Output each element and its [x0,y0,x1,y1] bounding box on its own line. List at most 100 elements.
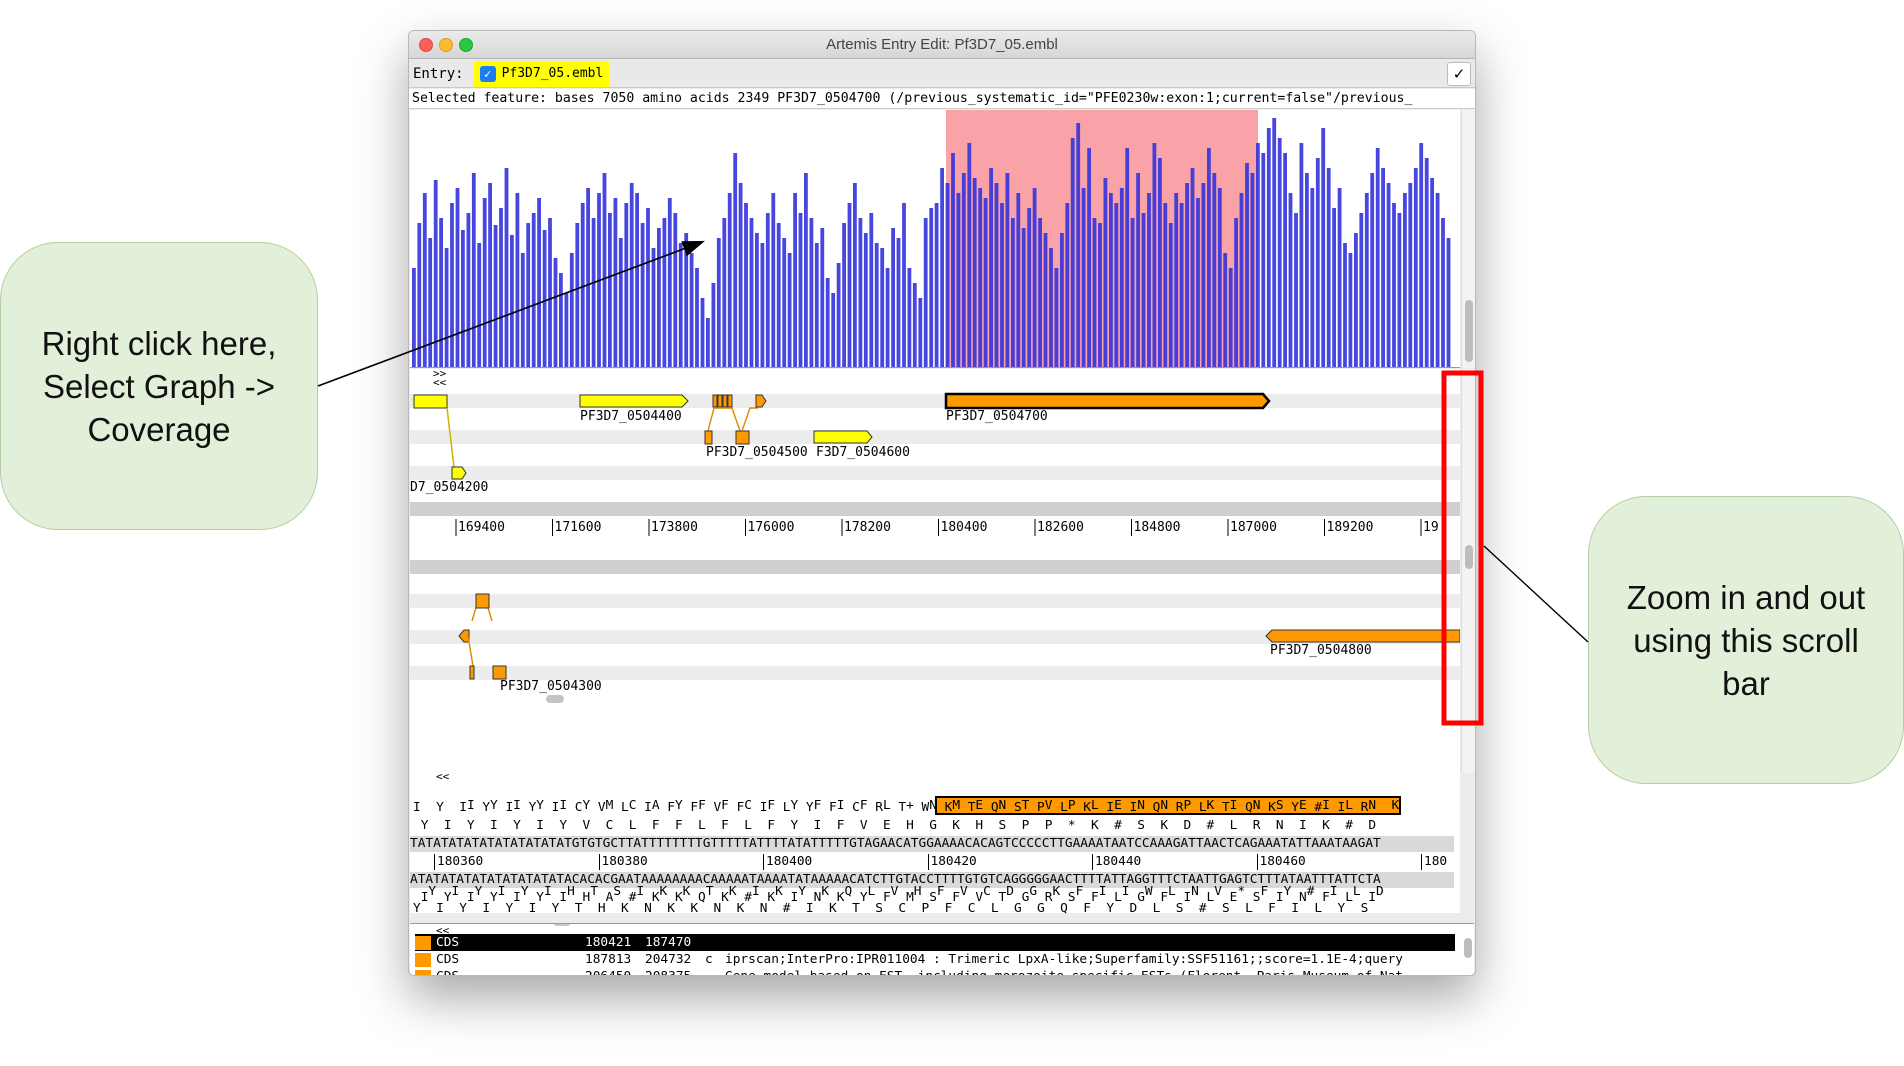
coverage-bar [548,218,552,367]
feature-box[interactable] [813,430,873,444]
coverage-bar [1119,188,1124,367]
coverage-bar [1141,213,1146,367]
feature-box[interactable] [451,466,467,480]
exon-box[interactable] [727,394,733,408]
checkbox-checked-icon[interactable]: ✓ [479,65,496,82]
feature-label[interactable]: PF3D7_0504700 [946,409,1048,424]
feature-start: 206450 [585,968,631,975]
artemis-window: Artemis Entry Edit: Pf3D7_05.embl Entry:… [408,30,1476,976]
feature-box[interactable] [413,394,448,409]
feature-key: CDS [436,935,460,950]
graph-scrollbar[interactable] [1461,110,1475,368]
dna-reverse-strand[interactable]: ATATATATATATATATATATACACACGAATAAAAAAAACA… [410,872,1454,888]
exon-box[interactable] [712,394,718,408]
coverage-graph[interactable] [410,110,1460,368]
coverage-bar [1381,168,1385,367]
coverage-bar [1277,138,1282,367]
callout-zoom-scrollbar: Zoom in and out using this scroll bar [1588,496,1904,784]
ruler-label: 184800 [1133,520,1181,535]
feature-list-row[interactable]: CDS 187813 204732 c iprscan;InterPro:IPR0110… [415,951,1455,968]
feature-scroll-thumb[interactable] [546,695,564,703]
coverage-bar [760,243,765,367]
exon-box[interactable] [469,665,475,680]
feature-label[interactable]: D7_0504200 [410,480,489,495]
selected-feature-translation[interactable]: M E N T V P L E N N P K I N S E I L N K [934,796,1402,815]
entry-confirm-button[interactable]: ✓ [1447,62,1471,86]
feature-label[interactable]: PF3D7_0504400 [580,409,682,424]
sequence-position-label: 180400 [763,854,812,870]
entry-toggle[interactable]: ✓ Pf3D7_05.embl [473,60,610,87]
coverage-bar [1305,173,1309,367]
coverage-bar [1250,173,1255,367]
coverage-bar [471,173,476,367]
coverage-bar [727,193,732,367]
feature-selected-box[interactable] [944,392,1271,410]
coverage-bar [1103,178,1108,367]
coverage-bar [874,243,879,367]
coverage-bar [896,238,901,367]
feature-box[interactable] [1265,629,1460,643]
reverse-frame-2[interactable]: Y I Y I Y I H T S I K K T K I K Y K Q L … [413,884,1384,899]
title-bar[interactable]: Artemis Entry Edit: Pf3D7_05.embl [409,31,1475,59]
zoom-scrollbar-thumb[interactable] [1465,545,1473,569]
feature-key: CDS [436,952,460,967]
reverse-frame-3[interactable]: Y I Y I Y I Y T H K N K K N K N # I K T … [413,901,1369,916]
coverage-bar [1446,238,1451,367]
coverage-bar [836,263,841,367]
graph-scrollbar-thumb[interactable] [1465,300,1473,362]
exon-box[interactable] [492,665,507,680]
coverage-bar [1435,193,1440,367]
coverage-bar [1392,203,1396,367]
exon-box[interactable] [704,430,713,445]
exon-box[interactable] [717,394,723,408]
exon-box[interactable] [475,593,490,609]
exon-box[interactable] [722,394,728,408]
coverage-bar [1354,233,1358,367]
coverage-bar [869,213,874,367]
feature-list[interactable]: << CDS 180421 187470 CDS 187813 204732 c iprsca… [410,923,1474,975]
coverage-bar [640,223,645,367]
feature-box[interactable] [755,394,767,408]
feature-list-row[interactable]: CDS 180421 187470 [415,934,1455,951]
entry-bar: Entry: ✓ Pf3D7_05.embl ✓ [409,60,1475,88]
forward-frame-3[interactable]: Y I Y I Y I Y V C L F F L F L F Y I F V … [413,818,1377,833]
coverage-bar [1163,203,1168,367]
coverage-bar [1136,173,1140,367]
dna-forward-strand[interactable]: TATATATATATATATATATATGTGTGCTTATTTTTTTTGT… [410,836,1454,852]
callout-line: Coverage [87,410,231,448]
coverage-bar [1212,173,1217,367]
feature-list-vscroll[interactable] [1464,938,1472,958]
feature-label[interactable]: PF3D7_0504300 [500,679,602,694]
close-window-button[interactable] [419,38,433,52]
coverage-bar [1228,268,1233,367]
coverage-bar [820,228,825,367]
feature-label[interactable]: PF3D7_0504800 [1270,643,1372,658]
forward-frame-2[interactable]: I Y I Y I Y I C V L I F F V F I L Y F C … [413,800,1369,815]
feature-display[interactable]: >> << PF3D7_0504400 PF3D7_0504500 F3D7_0… [410,369,1460,773]
coverage-bar [537,198,541,367]
feature-label[interactable]: PF3D7_0504500 [706,445,808,460]
feature-list-row[interactable]: CDS 206450 208375 Gene model based on EST, … [415,968,1455,975]
sequence-view[interactable]: << I Y I Y I Y M C A Y F F C F Y F I F L… [410,773,1460,913]
pointer-to-scrollbar [1483,545,1589,643]
maximize-window-button[interactable] [459,38,473,52]
coverage-bar [1321,128,1326,367]
feature-box[interactable] [458,629,470,643]
coverage-bar [755,233,759,367]
frame-track [410,630,1460,644]
coverage-bar [722,218,727,367]
callout-right-click-coverage: Right click here, Select Graph -> Covera… [0,242,318,530]
reverse-frame-1[interactable]: I Y I Y I Y I H A # K K Q K # K I N K Y … [413,890,1377,905]
feature-label[interactable]: F3D7_0504600 [816,445,910,460]
forward-frame-1[interactable]: I Y I Y I Y M C A Y F F C F Y F I F L + … [413,782,1402,830]
feature-box[interactable] [579,394,689,408]
coverage-bar [520,253,525,367]
coverage-bar [842,223,846,367]
frame-1-residues: I Y I Y I Y M C A Y F F C F Y F I F L + … [459,798,937,813]
zoom-scrollbar[interactable] [1461,369,1475,773]
coverage-plot[interactable] [410,110,1460,368]
sequence-scroll-thumb[interactable] [553,924,571,926]
exon-box[interactable] [735,430,750,445]
minimize-window-button[interactable] [439,38,453,52]
feature-tracks[interactable] [410,369,1460,773]
